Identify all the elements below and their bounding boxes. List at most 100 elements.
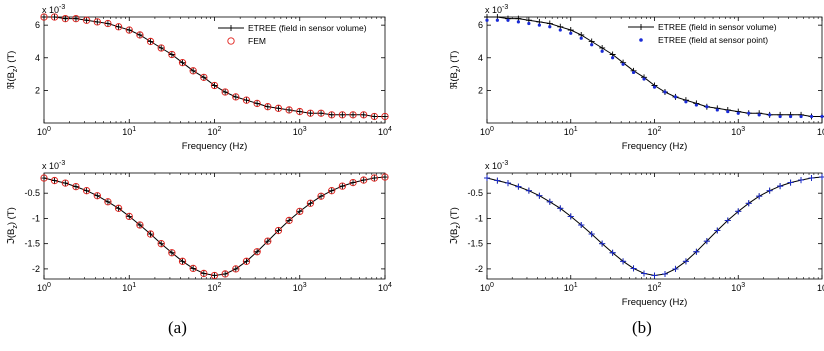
- data-point: [371, 113, 378, 120]
- data-point: [232, 265, 239, 272]
- data-point: [72, 15, 79, 22]
- data-point: [328, 111, 336, 119]
- data-point: [296, 107, 304, 116]
- data-point: [569, 31, 573, 35]
- x-tick-label: 104: [378, 126, 392, 137]
- data-point: [104, 198, 111, 205]
- data-point: [222, 270, 229, 277]
- data-point: [296, 108, 303, 115]
- data-point: [338, 182, 347, 190]
- data-point: [93, 192, 101, 200]
- x-tick-label: 103: [293, 126, 307, 137]
- data-point: [62, 15, 69, 22]
- data-point: [747, 111, 751, 115]
- data-point: [557, 205, 564, 212]
- data-point: [318, 110, 325, 117]
- y-axis-label: ℜ(Bz) (T): [6, 51, 19, 90]
- series-1: [41, 174, 388, 279]
- data-point: [286, 106, 293, 113]
- x-tick-label: 103: [731, 126, 745, 137]
- data-point: [338, 111, 347, 119]
- y-tick-label: -1: [475, 213, 483, 223]
- data-point: [820, 114, 824, 119]
- x-tick-label: 100: [37, 282, 51, 293]
- data-point: [168, 50, 176, 59]
- data-point: [253, 248, 261, 256]
- y-tick-label: -0.5: [24, 188, 40, 198]
- data-point: [158, 240, 165, 247]
- x-tick-label: 100: [37, 126, 51, 137]
- data-point: [274, 104, 283, 112]
- data-point: [349, 178, 357, 187]
- data-point: [50, 176, 59, 185]
- data-point: [724, 217, 731, 224]
- data-point: [609, 249, 616, 256]
- data-point: [819, 174, 824, 181]
- x-tick-label: 101: [122, 282, 136, 293]
- y-tick-label: -0.5: [467, 188, 483, 198]
- data-point: [536, 192, 543, 199]
- data-point: [178, 257, 187, 265]
- legend-label: ETREE (field in sensor volume): [248, 23, 367, 33]
- data-point: [672, 265, 679, 272]
- data-point: [200, 74, 207, 81]
- data-point: [147, 231, 154, 238]
- data-point: [371, 175, 378, 182]
- legend-marker: [228, 25, 234, 31]
- data-point: [328, 111, 335, 118]
- series-2: [40, 13, 389, 121]
- data-point: [264, 237, 272, 245]
- data-point: [525, 187, 532, 194]
- data-point: [537, 23, 541, 27]
- data-point: [51, 177, 58, 184]
- y-tick-label: 4: [478, 53, 483, 63]
- data-point: [621, 62, 625, 66]
- y-tick-label: 6: [35, 20, 40, 30]
- plot-frame: [486, 172, 823, 280]
- data-point: [317, 192, 325, 200]
- data-point: [484, 175, 490, 182]
- data-point: [611, 56, 615, 60]
- data-point: [114, 204, 123, 212]
- data-point: [146, 230, 155, 238]
- data-point: [286, 217, 293, 224]
- x-tick-label: 10: [817, 127, 824, 137]
- data-point: [264, 103, 271, 110]
- data-point: [307, 200, 314, 207]
- data-point: [485, 18, 489, 22]
- data-point: [200, 73, 208, 81]
- y-tick-label: -1.5: [24, 239, 40, 249]
- data-point: [694, 103, 698, 107]
- data-point: [125, 26, 133, 34]
- legend-marker: [639, 38, 643, 42]
- data-point: [179, 258, 186, 265]
- data-point: [495, 18, 499, 22]
- data-point: [126, 213, 133, 220]
- data-point: [285, 216, 293, 225]
- x-axis-label: Frequency (Hz): [622, 141, 687, 152]
- data-point: [590, 43, 594, 47]
- data-point: [254, 248, 261, 255]
- x-tick-label: 102: [208, 126, 222, 137]
- x-tick-label: 101: [122, 126, 136, 137]
- data-point: [222, 89, 229, 96]
- x-tick-label: 101: [564, 126, 578, 137]
- data-point: [72, 14, 80, 23]
- series-2: [40, 173, 389, 280]
- data-point: [136, 31, 143, 38]
- data-point: [94, 192, 101, 199]
- x-axis-label: Frequency (Hz): [182, 141, 247, 152]
- data-point: [726, 109, 730, 114]
- y-multiplier-label: x 10-3: [485, 4, 508, 15]
- data-point: [766, 187, 773, 194]
- data-point: [328, 187, 335, 194]
- y-tick-label: -2: [32, 264, 40, 274]
- data-point: [200, 270, 207, 277]
- data-point: [115, 205, 122, 212]
- data-point: [275, 105, 282, 112]
- data-point: [756, 193, 763, 200]
- y-tick-label: 4: [35, 53, 40, 63]
- x-tick-label: 102: [648, 282, 662, 293]
- data-point: [339, 111, 346, 118]
